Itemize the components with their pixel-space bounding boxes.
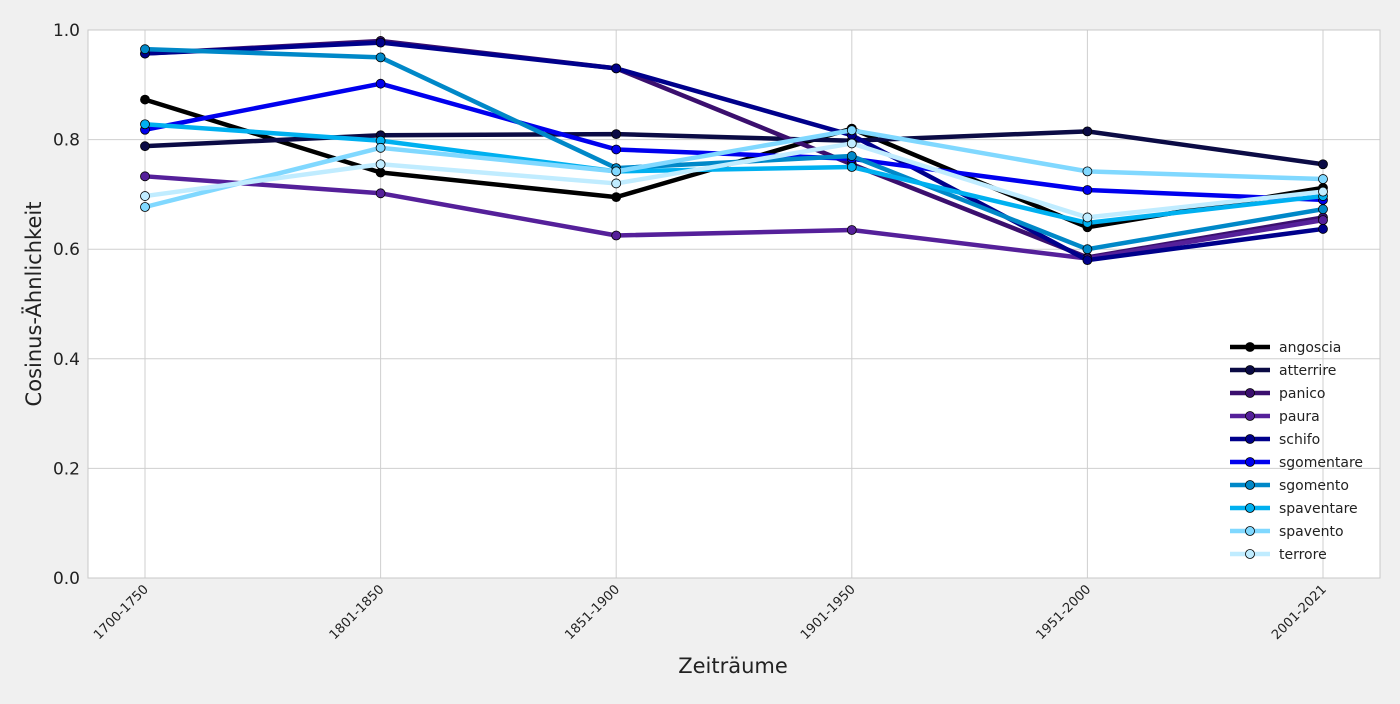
x-tick-label: 1951-2000 [1034,582,1095,643]
series-line [142,40,1326,263]
data-point [375,167,386,178]
legend-entry: sgomento [1230,478,1349,494]
legend-entry: panico [1230,386,1326,402]
data-point [140,171,150,182]
legend-entry: angoscia [1230,340,1341,356]
y-tick-label: 1.0 [53,21,80,41]
series-layer [140,36,1328,266]
plot-area [88,30,1380,578]
data-point [846,151,857,161]
data-point [1318,224,1328,234]
series-line [142,128,1326,210]
legend-label: paura [1279,409,1320,425]
y-tick-label: 0.6 [53,240,80,260]
data-point [611,230,622,241]
data-point [1318,215,1328,226]
x-tick-label: 2001-2021 [1269,582,1330,643]
legend-label: spaventare [1279,501,1358,517]
series-spavento [140,125,1328,212]
data-point [140,191,150,201]
data-point [140,94,150,105]
data-point [1082,244,1093,255]
y-axis-label: Cosinus-Ähnlichkeit [21,202,46,407]
y-tick-label: 0.4 [53,350,80,370]
x-tick-label: 1700-1750 [91,582,152,643]
series-line [142,174,1326,261]
data-point [140,119,150,130]
series-line [142,141,1326,220]
x-tick-label: 1851-1900 [562,582,623,643]
x-tick-label: 1801-1850 [327,582,388,643]
data-point [375,52,386,63]
legend-entry: paura [1230,409,1320,425]
y-tick-label: 0.0 [53,569,80,589]
legend-entry: spavento [1230,524,1344,540]
data-point [611,63,622,74]
data-point [375,188,386,199]
legend-swatch-marker [1245,365,1255,375]
legend-entry: atterrire [1230,363,1336,379]
legend-label: spavento [1279,524,1344,540]
y-tick-label: 0.2 [53,459,80,479]
data-point [1318,186,1328,197]
legend-label: sgomento [1279,478,1349,494]
series-terrore [140,138,1328,223]
x-axis-label: Zeiträume [678,654,788,678]
data-point [140,141,150,152]
data-point [1318,204,1328,215]
x-tick-label: 1901-1950 [798,582,859,643]
data-point [1082,126,1093,137]
data-point [140,44,150,55]
data-point [1318,174,1328,184]
data-point [1082,185,1093,195]
data-point [375,142,386,153]
data-point [375,159,386,170]
legend-swatch-marker [1245,411,1255,421]
data-point [611,129,622,140]
data-point [846,125,857,136]
legend-swatch-marker [1245,457,1255,467]
legend-swatch-marker [1245,342,1255,352]
legend-entry: schifo [1230,432,1320,448]
legend: angoscia atterrire panico paura schifo sgomen… [1230,340,1363,563]
legend-swatch-marker [1245,434,1255,444]
data-point [611,192,622,203]
data-point [1082,255,1093,266]
data-point [1082,212,1093,223]
data-point [846,138,857,149]
legend-swatch-marker [1245,388,1255,398]
data-point [375,37,386,48]
data-point [611,178,622,189]
data-point [375,78,386,89]
data-point [611,144,622,155]
data-point [846,225,857,235]
legend-swatch-marker [1245,549,1255,559]
legend-entry: spaventare [1230,501,1358,517]
data-point [846,162,857,172]
legend-label: terrore [1279,547,1327,563]
legend-label: panico [1279,386,1326,402]
legend-label: atterrire [1279,363,1336,379]
plot-border [87,29,1381,579]
legend-swatch-marker [1245,526,1255,536]
data-point [1318,159,1328,170]
data-point [140,202,150,212]
legend-label: schifo [1279,432,1320,448]
data-point [611,166,622,177]
data-point [1082,166,1093,177]
series-line [142,81,1326,203]
legend-entry: terrore [1230,547,1327,563]
series-paura [140,171,1328,264]
legend-swatch-marker [1245,503,1255,513]
legend-label: sgomentare [1279,455,1363,471]
legend-label: angoscia [1279,340,1341,356]
series-line [142,122,1326,226]
y-tick-label: 0.8 [53,131,80,151]
legend-entry: sgomentare [1230,455,1363,471]
legend-swatch-marker [1245,480,1255,490]
